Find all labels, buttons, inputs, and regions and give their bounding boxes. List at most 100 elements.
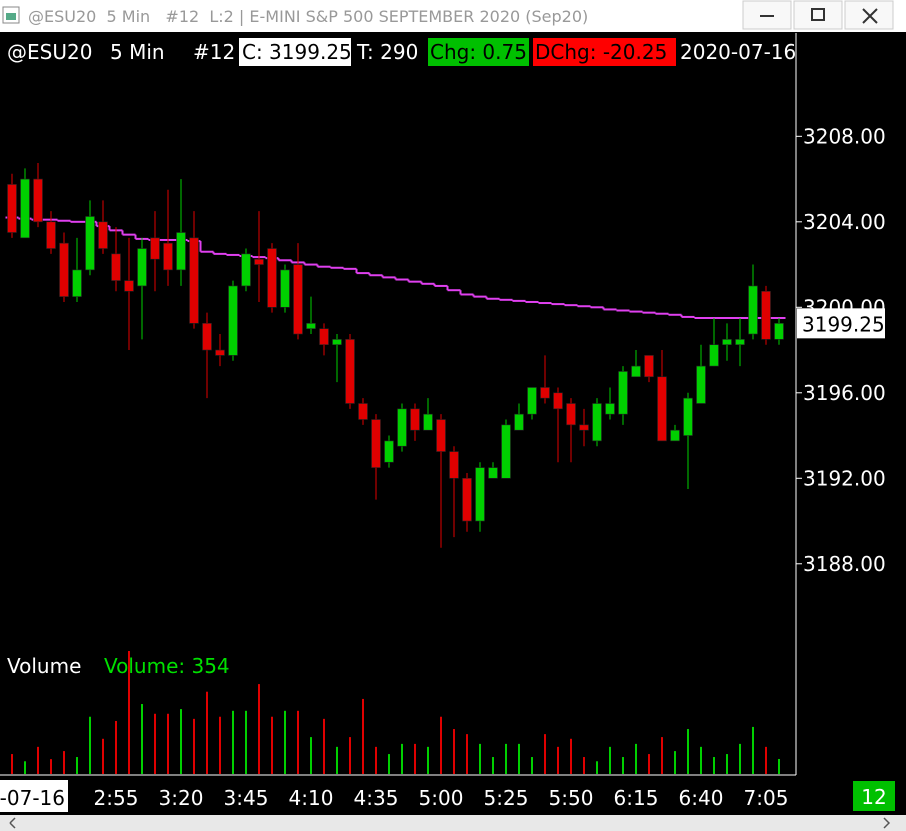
volume-bar — [349, 737, 351, 774]
candle-body — [566, 403, 576, 426]
date-label-box — [0, 780, 68, 812]
volume-bar — [440, 716, 442, 774]
volume-label: Volume: 354 — [104, 654, 230, 678]
volume-bar — [154, 713, 156, 774]
volume-bar — [427, 746, 429, 774]
volume-bar — [115, 720, 117, 774]
last-price-label: 3199.25 — [802, 312, 885, 336]
x-tick-label: 2:55 — [94, 786, 139, 810]
candle-body — [85, 216, 95, 271]
candle-body — [605, 403, 615, 415]
close-label: C: 3199.25 — [242, 40, 352, 64]
candle-body — [462, 477, 472, 522]
volume-bar — [76, 757, 78, 774]
volume-bar — [206, 691, 208, 774]
candle-body — [657, 376, 667, 442]
candle-body — [488, 467, 498, 479]
x-tick-label: 6:40 — [679, 786, 724, 810]
plot-area — [5, 163, 786, 774]
candle-body — [553, 392, 563, 410]
candle-body — [735, 339, 745, 346]
volume-bar — [765, 746, 767, 774]
volume-bar — [401, 743, 403, 774]
volume-bar — [310, 737, 312, 774]
candle-body — [46, 221, 56, 249]
volume-bar — [141, 704, 143, 774]
scrollbar[interactable] — [0, 815, 906, 831]
candle-body — [774, 323, 784, 340]
volume-bar — [544, 734, 546, 774]
volume-bar — [89, 716, 91, 774]
volume-bar — [622, 757, 624, 774]
volume-bar — [687, 729, 689, 774]
date: 2020-07-16 — [680, 40, 796, 64]
volume-bar — [466, 734, 468, 774]
candle-body — [410, 408, 420, 431]
candle-body — [59, 242, 69, 297]
volume-bar — [752, 726, 754, 774]
candle-body — [267, 248, 277, 308]
maximize-button[interactable] — [793, 0, 843, 30]
close-icon — [862, 8, 878, 24]
candle-body — [98, 221, 108, 249]
volume-bar — [180, 709, 182, 774]
header-row: @ESU20 5 Min #12 C: 3199.25 T: 290 Chg: 0.75 D… — [7, 38, 796, 66]
candle-body — [7, 184, 17, 233]
x-tick-label: 4:10 — [289, 786, 334, 810]
volume-bar — [778, 758, 780, 774]
bar-count-box — [853, 781, 895, 811]
candle-body — [20, 178, 30, 239]
candle-body — [280, 269, 290, 308]
candle-body — [215, 349, 225, 356]
candle-body — [709, 344, 719, 367]
candle-body — [111, 253, 121, 281]
candle-body — [319, 328, 329, 346]
volume-bar — [167, 713, 169, 774]
volume-bar — [518, 743, 520, 774]
volume-bar — [258, 684, 260, 774]
candle-body — [449, 451, 459, 479]
volume-bar — [388, 754, 390, 774]
candle-body — [163, 242, 173, 271]
candle-body — [670, 429, 680, 442]
volume-bar — [128, 651, 130, 774]
candle-body — [189, 237, 199, 324]
price-axis: 3188.003192.003196.003200.003204.003208.… — [796, 124, 886, 576]
candle-body — [475, 467, 485, 522]
scroll-right[interactable] — [883, 817, 891, 829]
volume-bar — [583, 757, 585, 774]
close-box — [239, 38, 351, 66]
volume-bar — [739, 743, 741, 774]
volume-bar — [362, 698, 364, 774]
volume-bar — [713, 757, 715, 774]
candle-body — [150, 237, 160, 260]
window-icon-fill — [6, 13, 16, 20]
candle-body — [644, 355, 654, 378]
volume-bar — [24, 761, 26, 774]
window-title: @ESU20 5 Min #12 L:2 | E-MINI S&P 500 SE… — [28, 7, 588, 26]
volume-bar — [219, 716, 221, 774]
date-label: 2020-07-16 — [0, 786, 65, 810]
maximize-icon — [811, 8, 825, 21]
candle-body — [436, 419, 446, 452]
scroll-left[interactable] — [9, 817, 16, 829]
candle-body — [384, 440, 394, 463]
symbol: @ESU20 — [7, 40, 92, 64]
volume-bar — [648, 754, 650, 774]
volume-bar — [193, 718, 195, 774]
header-date: 2020-07-16 — [680, 40, 796, 64]
candle-body — [631, 365, 641, 378]
chart-number: #12 — [193, 40, 235, 64]
volume-bar — [505, 743, 507, 774]
candle-body — [540, 387, 550, 399]
candle-body — [618, 371, 628, 415]
candle-body — [358, 403, 368, 420]
y-tick-label: 3196.00 — [803, 381, 886, 405]
bar-count: 12 — [861, 785, 886, 809]
candle-body — [423, 413, 433, 431]
volume-title: Volume — [7, 654, 81, 678]
candle-body — [72, 269, 82, 297]
volume-bar — [37, 746, 39, 774]
